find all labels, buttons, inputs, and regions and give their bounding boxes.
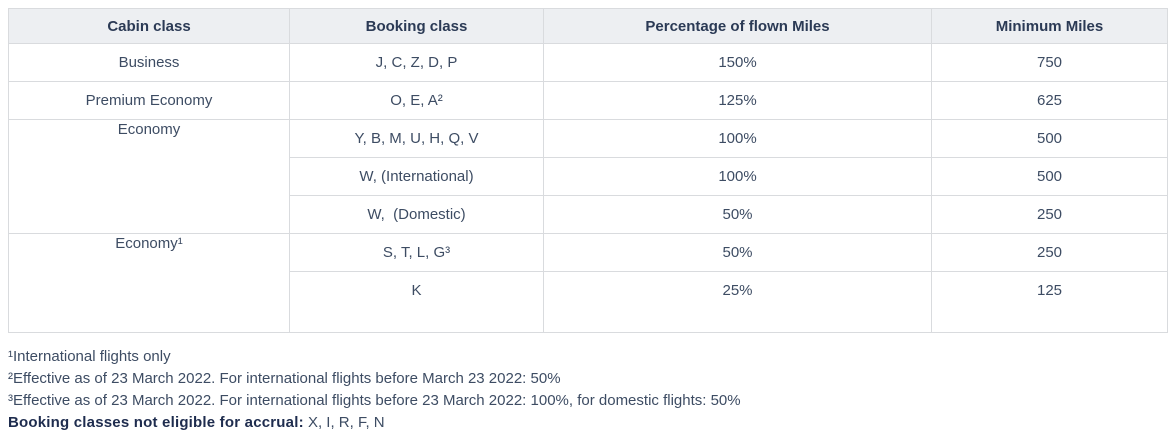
- column-header-percentage-of-flown-miles: Percentage of flown Miles: [543, 8, 932, 44]
- footnote-international-only: ¹International flights only: [8, 348, 171, 365]
- booking-class-cell: S, T, L, G³: [289, 233, 544, 272]
- percentage-cell: 125%: [543, 81, 932, 120]
- percentage-cell: 25%: [543, 271, 932, 333]
- booking-class-cell: K: [289, 271, 544, 333]
- percentage-cell: 50%: [543, 233, 932, 272]
- minimum-miles-cell: 625: [931, 81, 1168, 120]
- table-row: Premium Economy O, E, A² 125% 625: [8, 81, 1168, 120]
- column-header-minimum-miles: Minimum Miles: [931, 8, 1168, 44]
- miles-accrual-table: Cabin class Booking class Percentage of …: [8, 8, 1168, 333]
- booking-class-cell: W, (International): [289, 157, 544, 196]
- table-row: W, (International) 100% 500: [9, 157, 1168, 196]
- footnotes: ¹International flights only ²Effective a…: [8, 346, 1167, 434]
- table-row: K 25% 125: [9, 271, 1168, 333]
- cabin-class-cell: Business: [8, 43, 290, 82]
- table-row: Economy¹ S, T, L, G³ 50% 250: [8, 233, 1168, 333]
- minimum-miles-cell: 500: [931, 119, 1168, 158]
- minimum-miles-cell: 250: [931, 195, 1168, 234]
- minimum-miles-cell: 750: [931, 43, 1168, 82]
- table-row: Business J, C, Z, D, P 150% 750: [8, 43, 1168, 82]
- booking-class-cell: O, E, A²: [289, 81, 544, 120]
- percentage-cell: 100%: [543, 157, 932, 196]
- column-header-booking-class: Booking class: [289, 8, 544, 44]
- table-row: Economy Y, B, M, U, H, Q, V 100% 500: [8, 119, 1168, 234]
- percentage-cell: 150%: [543, 43, 932, 82]
- cabin-class-cell: Economy¹: [8, 233, 290, 333]
- booking-class-cell: W, (Domestic): [289, 195, 544, 234]
- percentage-cell: 50%: [543, 195, 932, 234]
- accrual-note: Booking classes not eligible for accrual…: [8, 412, 1167, 434]
- percentage-cell: 100%: [543, 119, 932, 158]
- accrual-note-value: X, I, R, F, N: [303, 414, 385, 431]
- column-header-cabin-class: Cabin class: [8, 8, 290, 44]
- table-row: W, (Domestic) 50% 250: [9, 195, 1168, 234]
- footnote-effective-g-class: ³Effective as of 23 March 2022. For inte…: [8, 392, 741, 409]
- cabin-class-cell: Premium Economy: [8, 81, 290, 120]
- minimum-miles-cell: 500: [931, 157, 1168, 196]
- table-header: Cabin class Booking class Percentage of …: [8, 8, 1168, 44]
- accrual-note-label: Booking classes not eligible for accrual…: [8, 414, 304, 431]
- footnote-effective-a-class: ²Effective as of 23 March 2022. For inte…: [8, 370, 561, 387]
- booking-class-cell: J, C, Z, D, P: [289, 43, 544, 82]
- table-body: Business J, C, Z, D, P 150% 750 Premium …: [8, 43, 1168, 333]
- header-row: Cabin class Booking class Percentage of …: [8, 8, 1168, 44]
- minimum-miles-cell: 125: [931, 271, 1168, 333]
- minimum-miles-cell: 250: [931, 233, 1168, 272]
- booking-class-cell: Y, B, M, U, H, Q, V: [289, 119, 544, 158]
- cabin-class-cell: Economy: [8, 119, 290, 234]
